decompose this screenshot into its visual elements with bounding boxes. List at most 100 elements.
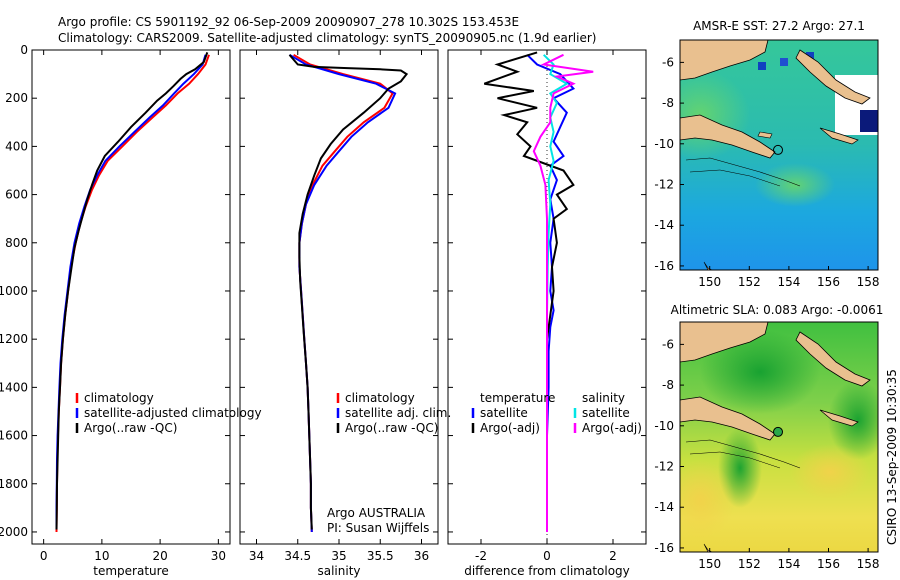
sla-land-cape-york — [703, 543, 713, 552]
legend-label: Argo(..raw -QC) — [84, 421, 177, 435]
series-group — [483, 51, 594, 532]
map-y-tick-label: -6 — [662, 55, 674, 69]
map-x-tick-label: 156 — [817, 557, 840, 571]
map-x-tick-label: 154 — [777, 275, 800, 289]
x-tick-label: 30 — [211, 549, 226, 563]
sla-land-new-guinea — [680, 322, 769, 363]
sla-map-title: Altimetric SLA: 0.083 Argo: -0.0061 — [671, 303, 884, 317]
legend-label: satellite — [480, 406, 528, 420]
sst-map-panel: AMSR-E SST: 27.2 Argo: 27.1 150 152 154 156… — [654, 19, 879, 289]
series-line-climatology — [293, 53, 394, 533]
map-y-tick-label: -10 — [654, 137, 674, 151]
sla-high-patch — [700, 330, 820, 414]
sst-bathymetry — [685, 157, 801, 187]
map-x-tick-label: 150 — [698, 275, 721, 289]
plot-frame — [31, 49, 231, 545]
sla-map-panel: Altimetric SLA: 0.083 Argo: -0.0061 150 1… — [654, 303, 884, 571]
legend-label: climatology — [84, 391, 154, 405]
y-tick-label: 1600 — [0, 429, 28, 443]
sst-navy-pixels — [860, 110, 878, 132]
float-position-marker — [773, 426, 784, 437]
x-tick-label: 2 — [609, 549, 617, 563]
legend-label: satellite — [582, 406, 630, 420]
series-line-salinity-argo-adj- — [532, 53, 594, 532]
x-axis-label: salinity — [317, 564, 360, 578]
x-tick-label: 34.5 — [284, 549, 311, 563]
salinity-profile-panel: 34 34.5 35 35.5 36 salinity climatologysatelli… — [239, 49, 451, 578]
annotation-institution: Argo AUSTRALIA — [327, 506, 426, 520]
sla-bathymetry — [685, 439, 801, 469]
y-tick-label: 1200 — [0, 332, 28, 346]
y-tick-label: 800 — [5, 236, 28, 250]
map-y-tick-label: -16 — [654, 259, 674, 273]
map-x-tick-label: 152 — [738, 557, 761, 571]
plot-frame — [239, 49, 439, 545]
map-y-tick-label: -16 — [654, 541, 674, 555]
x-tick-label: 10 — [94, 549, 109, 563]
y-tick-label: 600 — [5, 188, 28, 202]
x-tick-label: 0 — [40, 549, 48, 563]
sst-blue-pixel — [806, 52, 814, 60]
x-tick-label: 35.5 — [367, 549, 394, 563]
figure-title-line1: Argo profile: CS 5901192_92 06-Sep-2009 … — [58, 15, 519, 29]
map-y-tick-label: -14 — [654, 218, 674, 232]
y-tick-label: 0 — [20, 43, 28, 57]
sla-low-patch — [680, 460, 735, 540]
sla-bathymetry — [689, 451, 781, 469]
series-group — [55, 52, 210, 533]
x-tick-label: 34 — [249, 549, 264, 563]
x-tick-label: -2 — [475, 549, 487, 563]
map-x-tick-label: 156 — [817, 275, 840, 289]
x-tick-label: 35 — [331, 549, 346, 563]
map-y-tick-label: -10 — [654, 419, 674, 433]
series-group — [288, 53, 409, 533]
sst-land-islands — [757, 131, 773, 139]
sst-map-axes: 150 152 154 156 158 -6 -8 -10 -12 -14 -16 — [654, 55, 879, 289]
legend-label: satellite adj. clim. — [345, 406, 451, 420]
sst-land-png-tail — [680, 114, 776, 159]
map-y-tick-label: -14 — [654, 500, 674, 514]
x-axis-label: difference from climatology — [464, 564, 630, 578]
float-position-marker — [773, 144, 784, 155]
map-y-tick-label: -6 — [662, 337, 674, 351]
annotation-pi: PI: Susan Wijffels — [327, 521, 429, 535]
series-line-temperature-satellite — [526, 54, 576, 532]
x-tick-label: 36 — [414, 549, 429, 563]
legend-heading: temperature — [480, 391, 555, 405]
y-tick-label: 400 — [5, 139, 28, 153]
map-x-tick-label: 152 — [738, 275, 761, 289]
sst-blue-pixel — [780, 58, 788, 66]
sla-land-islands — [819, 409, 859, 427]
temperature-profile-panel: 0 10 20 30 temperature 0 200 400 600 800 1000 1200 1… — [0, 43, 262, 578]
x-tick-label: 20 — [152, 549, 167, 563]
map-x-tick-label: 158 — [857, 275, 880, 289]
sst-warm-patch-2 — [755, 163, 835, 207]
series-line-temperature-argo-adj- — [483, 51, 575, 532]
sla-land-png-tail — [680, 396, 776, 441]
y-tick-label: 2000 — [0, 525, 28, 539]
sla-map-axes: 150 152 154 156 158 -6 -8 -10 -12 -14 -16 — [654, 337, 879, 571]
map-y-tick-label: -12 — [654, 460, 674, 474]
y-tick-label: 1000 — [0, 284, 28, 298]
legend-heading: salinity — [582, 391, 625, 405]
legend-label: satellite-adjusted climatology — [84, 406, 262, 420]
sst-land-islands — [819, 127, 859, 145]
sst-bathymetry — [689, 169, 781, 187]
legend-label: Argo(-adj) — [480, 421, 540, 435]
sst-land-new-britain — [795, 49, 871, 105]
x-axis-label: temperature — [93, 564, 168, 578]
map-y-tick-label: -8 — [662, 378, 674, 392]
creation-stamp: CSIRO 13-Sep-2009 10:30:35 — [885, 369, 899, 545]
legend-label: Argo(..raw -QC) — [345, 421, 438, 435]
sla-low-patch — [790, 444, 870, 500]
sst-land-cape-york — [703, 261, 713, 270]
sst-land-new-guinea — [680, 40, 769, 81]
sst-map-frame — [679, 39, 879, 271]
y-tick-label: 1400 — [0, 380, 28, 394]
map-y-tick-label: -12 — [654, 178, 674, 192]
map-x-tick-label: 150 — [698, 557, 721, 571]
map-x-tick-label: 158 — [857, 557, 880, 571]
x-tick-label: 0 — [543, 549, 551, 563]
